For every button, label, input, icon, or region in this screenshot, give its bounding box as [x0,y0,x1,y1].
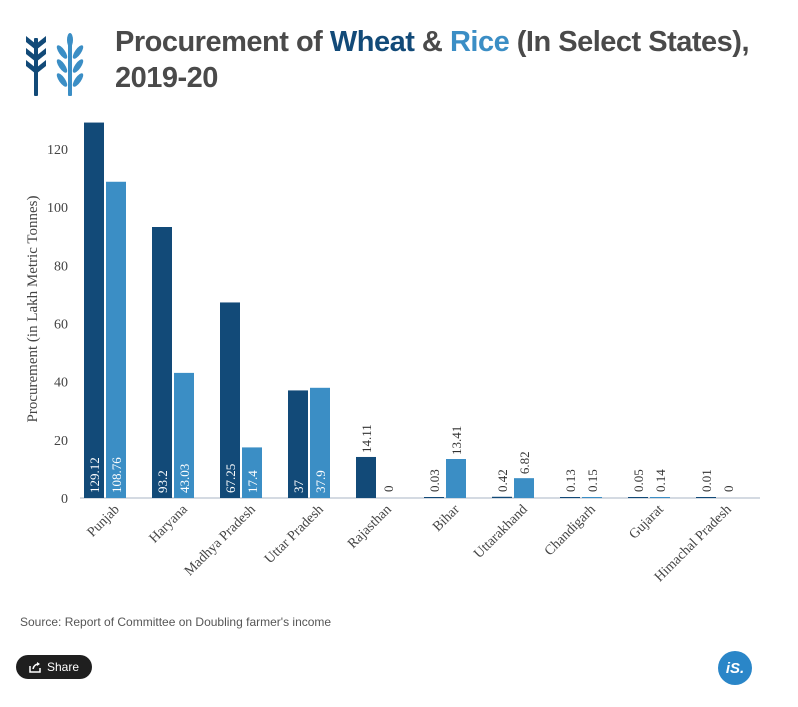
x-tick-label: Chandigarh [542,502,599,559]
bar-rice [446,459,466,498]
data-label: 108.76 [109,457,124,493]
bar-wheat [356,456,376,498]
title-rice: Rice [449,26,510,58]
data-label: 0.03 [427,469,442,492]
y-tick-label: 120 [47,143,68,158]
data-label: 0.13 [563,469,578,492]
x-tick-label: Punjab [85,502,123,540]
page-title: Procurement of Wheat & Rice (In Select S… [115,24,775,96]
data-label: 37 [291,480,306,494]
brand-logo[interactable]: iS. [718,651,752,685]
x-tick-label: Uttarakhand [471,502,531,562]
title-wheat: Wheat [329,26,415,58]
x-tick-label: Rajasthan [345,502,395,552]
bar-wheat [152,227,172,498]
x-tick-label: Haryana [147,502,192,547]
data-label: 6.82 [517,451,532,474]
share-label: Share [46,660,80,674]
bar-rice [582,497,602,498]
bar-wheat [696,497,716,498]
data-label: 37.9 [313,470,328,493]
y-tick-label: 40 [54,376,68,391]
title-suffix: (In Select States), 2019-20 [115,26,750,94]
data-label: 13.41 [449,426,464,455]
share-icon [29,662,41,673]
data-label: 129.12 [87,457,102,493]
data-label: 0.15 [585,469,600,492]
data-label: 0.01 [699,469,714,492]
y-tick-label: 0 [61,492,68,507]
title-prefix: Procurement of [115,26,330,58]
bar-wheat [560,497,580,498]
data-label: 93.2 [155,470,170,493]
procurement-chart: 0 20 40 60 80 100 120 Procurement (in Lakh Metr… [25,122,760,585]
bar-rice [242,447,262,498]
bar-rice [514,478,534,498]
source-note: Source: Report of Committee on Doubling … [20,615,332,629]
data-label: 14.11 [359,424,374,453]
share-button[interactable]: Share [16,655,92,679]
y-tick-label: 100 [47,201,68,216]
bar-wheat [84,122,104,498]
data-label: 0.14 [653,469,668,492]
data-label: 43.03 [177,464,192,493]
data-label: 0.05 [631,469,646,492]
data-label: 17.4 [245,470,260,493]
x-tick-label: Bihar [430,502,463,535]
bar-wheat [288,390,308,498]
title-amp: & [414,26,450,58]
bar-wheat [492,496,512,498]
wheat-logo-icon [26,33,84,96]
bar-rice [174,372,194,498]
x-tick-label: Madhya Pradesh [182,502,259,579]
data-label: 67.25 [223,464,238,493]
x-tick-label: Gujarat [627,502,667,542]
data-label: 0 [721,486,736,493]
bar-rice [310,387,330,498]
data-label: 0.42 [495,469,510,492]
y-tick-label: 60 [54,318,68,333]
data-label: 0 [381,486,396,493]
y-tick-label: 80 [54,259,68,274]
bar-rice [650,497,670,498]
x-tick-label: Uttar Pradesh [262,502,327,567]
bar-wheat [424,497,444,498]
bar-wheat [628,497,648,498]
y-tick-label: 20 [54,434,68,449]
bar-rice [106,181,126,498]
bar-wheat [220,302,240,498]
y-axis-label: Procurement (in Lakh Metric Tonnes) [25,196,41,423]
